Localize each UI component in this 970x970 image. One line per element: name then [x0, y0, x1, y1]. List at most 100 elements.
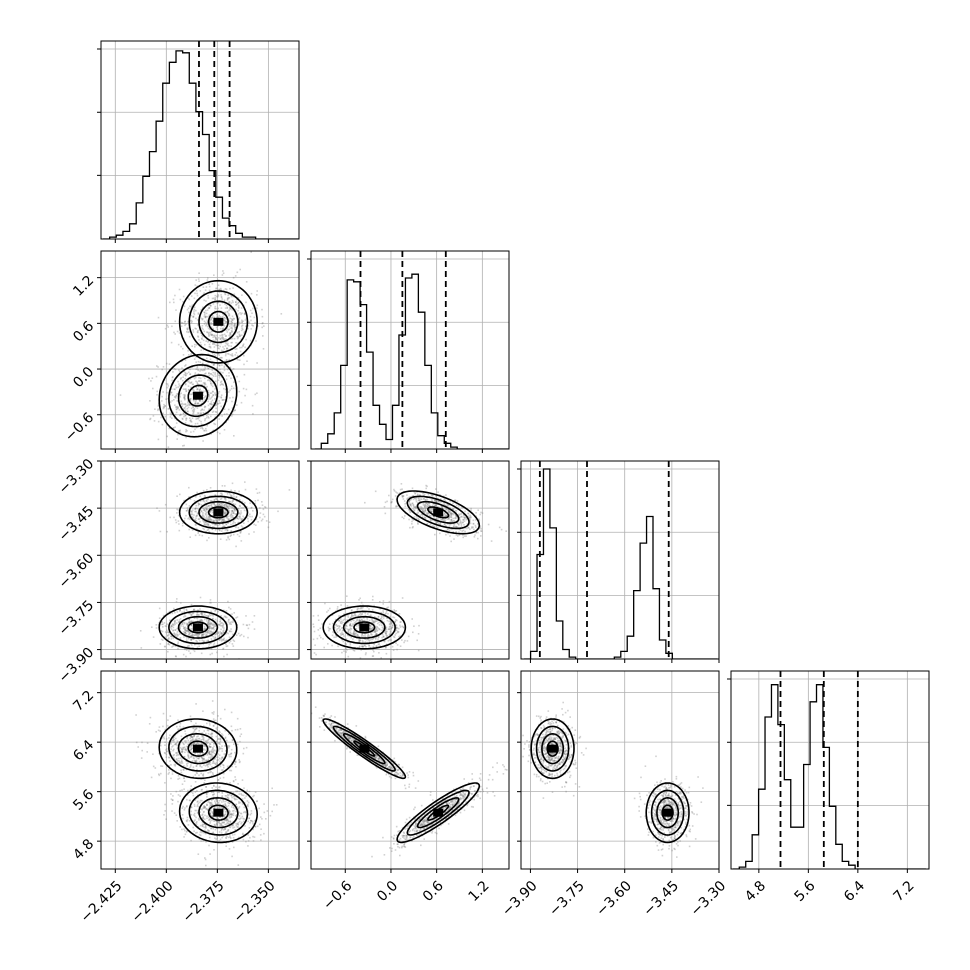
density-peak — [213, 317, 224, 326]
density-contour — [168, 610, 228, 645]
density-contour — [207, 310, 229, 333]
y-tick-label: 1.2 — [70, 273, 97, 300]
panel-plot-area — [311, 251, 509, 449]
density-contour — [168, 725, 228, 772]
density-peak — [547, 744, 558, 753]
y-tick-label: 6.4 — [70, 737, 97, 764]
density-contour — [187, 384, 209, 407]
density-contour — [396, 490, 481, 535]
y-tick-label: −3.60 — [56, 550, 98, 592]
panel-plot-area — [101, 41, 299, 239]
x-tick-label: −3.90 — [499, 878, 541, 920]
density-contour — [650, 789, 685, 836]
y-tick-label: 4.8 — [70, 836, 97, 863]
density-peak — [213, 508, 224, 517]
y-tick-label: −3.30 — [56, 456, 98, 498]
density-contour — [187, 621, 209, 634]
density-contour — [177, 733, 219, 765]
density-contour — [158, 605, 238, 650]
panel-frame — [100, 250, 300, 450]
panel-frame — [730, 670, 930, 870]
density-peak — [662, 808, 673, 817]
panel-frame — [310, 460, 510, 660]
density-peak — [213, 808, 224, 817]
density-contour — [396, 782, 481, 844]
panel-1-1 — [307, 250, 510, 453]
histogram-line — [732, 684, 926, 869]
panel-frame — [100, 670, 300, 870]
panel-plot-area — [101, 671, 299, 869]
density-contour — [178, 279, 259, 364]
panel-frame — [100, 40, 300, 240]
panel-plot-area — [101, 461, 299, 659]
density-contour — [656, 796, 680, 829]
panel-3-0: −2.425 −2.400 −2.375 −2.350 4.8 5.6 6.4 7.2 — [70, 670, 300, 926]
scatter-points — [311, 483, 507, 659]
density-contour — [207, 506, 229, 519]
density-contour — [342, 615, 386, 639]
density-contour — [198, 797, 239, 829]
density-contour — [416, 500, 460, 524]
density-contour — [332, 610, 396, 645]
density-peak — [433, 508, 444, 517]
density-contour — [188, 290, 249, 354]
panel-frame — [520, 670, 720, 870]
density-contour — [406, 495, 470, 530]
x-tick-label: −2.400 — [129, 878, 177, 926]
panel-plot-area — [731, 671, 929, 869]
density-contour — [207, 804, 229, 821]
panel-frame — [310, 670, 510, 870]
x-tick-label: −3.45 — [640, 878, 682, 920]
panel-2-1 — [307, 460, 510, 663]
density-peak — [192, 623, 203, 632]
panel-2-2 — [517, 460, 720, 663]
density-contour — [416, 797, 460, 829]
panel-3-2: −3.90 −3.75 −3.60 −3.45 −3.30 — [499, 670, 730, 920]
x-tick-label: −3.60 — [593, 878, 635, 920]
density-contour — [198, 500, 239, 524]
density-contour — [530, 718, 575, 780]
y-tick-label: −3.45 — [56, 503, 98, 545]
x-tick-label: −3.30 — [688, 878, 730, 920]
density-contour — [322, 718, 407, 780]
density-contour — [177, 374, 219, 418]
panel-2-0: −3.90 −3.75 −3.60 −3.45 −3.30 — [56, 456, 300, 686]
panel-frame — [100, 460, 300, 660]
x-tick-label: 4.8 — [742, 878, 769, 905]
density-contour — [177, 615, 219, 639]
x-tick-label: −2.425 — [78, 878, 126, 926]
x-tick-label: 0.6 — [420, 878, 447, 905]
density-contour — [541, 732, 565, 765]
panel-3-3: 4.8 5.6 6.4 7.2 — [727, 670, 930, 905]
x-tick-label: −3.75 — [546, 878, 588, 920]
density-contour — [427, 506, 450, 519]
y-tick-label: 0.6 — [70, 318, 97, 345]
density-contour — [342, 733, 386, 765]
density-contour — [188, 495, 249, 530]
y-tick-label: 5.6 — [70, 787, 97, 814]
density-contour — [535, 725, 570, 772]
x-tick-label: 7.2 — [891, 878, 918, 905]
panel-frame — [310, 250, 510, 450]
density-contour — [353, 740, 376, 757]
y-tick-label: 7.2 — [70, 688, 97, 715]
density-contour — [187, 740, 209, 757]
panel-3-1: −0.6 0.0 0.6 1.2 — [307, 670, 510, 913]
panel-plot-area — [521, 461, 719, 659]
density-contour — [427, 804, 450, 821]
density-contour — [188, 789, 249, 836]
y-tick-label: 0.0 — [70, 364, 97, 391]
x-tick-label: −2.375 — [180, 878, 228, 926]
density-contour — [332, 725, 396, 772]
density-contour — [158, 718, 238, 780]
panel-0-0 — [97, 40, 300, 243]
panel-frame — [520, 460, 720, 660]
panel-plot-area — [311, 461, 509, 659]
histogram-line — [524, 468, 718, 659]
density-contour — [353, 621, 376, 634]
density-contour — [645, 782, 690, 844]
panel-plot-area — [101, 251, 299, 449]
density-contour — [661, 804, 674, 821]
scatter-points — [521, 701, 704, 858]
